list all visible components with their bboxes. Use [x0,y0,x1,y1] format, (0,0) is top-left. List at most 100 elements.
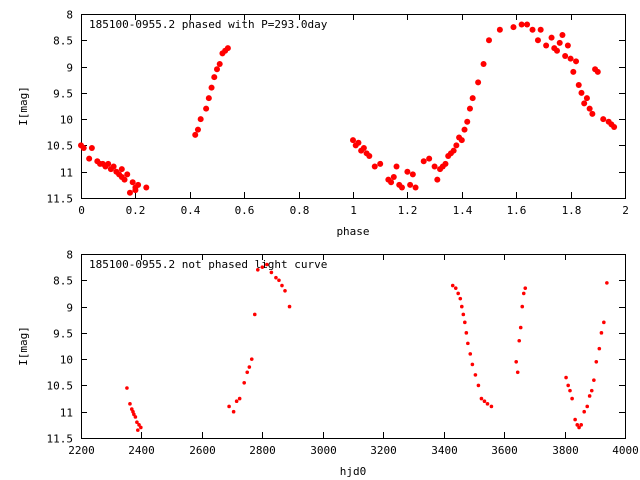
data-point [496,26,503,33]
y-tick-label: 10.5 [47,140,74,153]
data-point [578,89,585,96]
data-point [566,383,570,388]
data-point [227,404,231,409]
data-point [88,145,95,152]
data-point [458,296,463,301]
x-tick-label: 3800 [552,444,579,457]
data-point [586,105,593,112]
data-point [105,160,112,167]
x-tick-label: 0 [78,204,85,217]
data-point [205,95,212,102]
data-point [564,375,568,380]
data-point [594,359,599,364]
data-point [366,152,373,159]
data-point [577,425,581,430]
data-point [473,373,478,377]
y-tick-label: 8 [66,249,73,262]
data-point [132,187,139,194]
data-point [265,262,269,267]
data-point [450,283,455,288]
plot-title: 185100-0955.2 phased with P=293.0day [89,18,328,31]
x-tick-label: 1.2 [398,204,418,217]
data-point [404,168,411,175]
data-point [252,312,257,317]
x-tick-label: 0.8 [290,204,310,217]
data-point [234,399,239,404]
x-tick-label: 2 [622,204,629,217]
data-point [466,105,473,112]
data-point [602,320,606,325]
data-point [136,428,140,432]
data-point [453,286,458,290]
data-point [211,74,218,81]
data-point [529,26,536,33]
data-point [260,265,265,269]
y-axis-label: I[mag] [17,326,30,366]
data-point [587,394,592,398]
data-point [216,60,223,67]
data-point [575,423,580,427]
data-point [249,357,254,361]
y-tick-label: 8.5 [53,275,73,288]
data-point [110,163,117,170]
data-point [589,388,594,393]
y-tick-label: 8.5 [53,35,73,48]
data-point [121,176,128,183]
x-tick-label: 1 [350,204,357,217]
data-point [534,37,541,44]
data-point [287,304,292,309]
y-tick-label: 11 [60,407,73,420]
data-point [470,362,475,367]
data-point [599,331,604,335]
data-point [611,124,618,131]
y-tick-label: 10 [60,114,73,127]
data-point [242,381,246,385]
data-point [355,139,362,146]
data-point [224,45,231,52]
y-tick-label: 10 [60,354,73,367]
data-point [573,58,580,65]
plot-title: 185100-0955.2 not phased light curve [89,258,327,271]
data-point [486,37,492,44]
data-point [208,84,215,91]
data-point [583,95,590,102]
data-point [393,163,400,170]
data-point [434,176,441,183]
x-tick-label: 1.4 [453,204,473,217]
data-point [388,179,395,186]
data-point [521,291,526,296]
data-point [456,291,460,296]
data-point [485,402,490,406]
x-tick-label: 1.8 [562,204,582,217]
data-point [129,179,136,186]
data-point [458,137,465,144]
data-point [450,147,457,154]
data-point [461,312,466,317]
data-point [564,42,571,49]
data-point [463,320,467,325]
data-point [518,21,525,28]
data-point [461,126,468,133]
data-point [350,137,356,144]
y-axis-label: I[mag] [17,86,30,126]
x-tick-label: 3400 [431,444,458,457]
y-tick-label: 9 [66,62,73,75]
data-point [390,173,397,180]
data-point [133,415,138,419]
x-tick-label: 0.6 [235,204,255,217]
data-point [194,126,201,133]
data-point [480,60,487,67]
x-tick-label: 2600 [189,444,216,457]
plot-frame [81,254,626,439]
y-tick-label: 10.5 [47,380,74,393]
data-point [277,278,281,283]
data-point [524,21,531,28]
x-tick-label: 0.4 [181,204,201,217]
data-point [245,370,250,375]
data-point [597,346,602,351]
data-point [479,396,484,401]
data-point [482,399,487,404]
data-point [118,166,125,173]
data-point [137,423,141,427]
